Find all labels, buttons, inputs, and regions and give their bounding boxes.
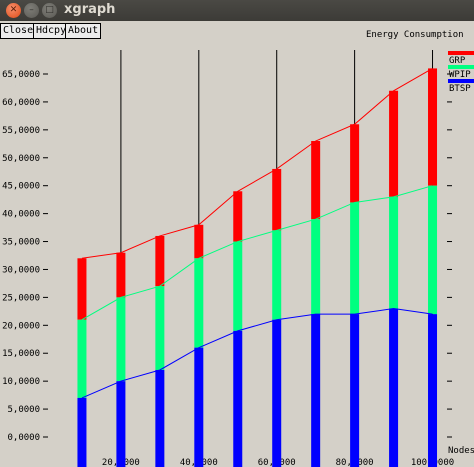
y-tick-label: 45,0000 [2, 182, 40, 192]
graph-canvas: Energy Consumption 20,000040,000060,0000… [0, 40, 474, 467]
legend-label: GRP [449, 56, 466, 66]
wpip-bar [428, 185, 438, 315]
wpip-bar [350, 202, 360, 315]
grp-bar [311, 141, 321, 220]
btsp-bar [233, 330, 243, 467]
btsp-bar [116, 381, 126, 467]
title-bar[interactable]: ✕ – □ xgraph [0, 0, 474, 21]
hdcpy-button[interactable]: Hdcpy [33, 23, 70, 39]
grp-bar [389, 90, 399, 197]
wpip-bar [311, 219, 321, 315]
y-tick-label: 15,0000 [2, 349, 40, 359]
btsp-bar [77, 397, 87, 467]
btsp-bar [194, 347, 204, 467]
grp-bar [350, 124, 360, 203]
y-tick-label: 50,0000 [2, 154, 40, 164]
wpip-bar [77, 319, 87, 398]
chart-title-overlay: Energy Consumption [366, 30, 464, 40]
y-tick-label: 5,0000 [7, 405, 40, 415]
wpip-bar [272, 230, 282, 320]
about-button[interactable]: About [65, 23, 102, 39]
y-tick-label: 35,0000 [2, 238, 40, 248]
x-axis-label: Nodes [448, 446, 474, 456]
btsp-bar [155, 369, 165, 467]
y-tick-label: 30,0000 [2, 265, 40, 275]
grp-bar [233, 191, 243, 242]
y-tick-label: 55,0000 [2, 126, 40, 136]
grp-bar [116, 252, 126, 298]
window-title: xgraph [64, 2, 116, 17]
wpip-bar [116, 297, 126, 382]
grp-bar [77, 258, 87, 320]
grp-bar [428, 68, 438, 186]
btsp-bar [428, 314, 438, 467]
grp-bar [155, 235, 165, 287]
grp-bar [272, 168, 282, 231]
grp-bar [194, 224, 204, 259]
y-tick-label: 10,0000 [2, 377, 40, 387]
y-tick-label: 40,0000 [2, 210, 40, 220]
y-tick-label: 25,0000 [2, 293, 40, 303]
wpip-bar [389, 196, 399, 309]
legend-label: WPIP [449, 70, 471, 80]
window-close-icon[interactable]: ✕ [6, 3, 21, 18]
y-tick-label: 0,0000 [7, 433, 40, 443]
btsp-bar [389, 308, 399, 467]
wpip-line [81, 185, 433, 321]
legend-label: BTSP [449, 84, 471, 94]
y-tick-label: 20,0000 [2, 321, 40, 331]
window-minimize-icon[interactable]: – [24, 3, 39, 18]
wpip-bar [155, 286, 165, 370]
energy-chart: Energy Consumption 20,000040,000060,0000… [2, 50, 474, 467]
btsp-bar [311, 314, 321, 467]
btsp-bar [272, 319, 282, 467]
close-button[interactable]: Close [0, 23, 37, 39]
wpip-bar [194, 258, 204, 348]
y-tick-label: 65,0000 [2, 70, 40, 80]
window-maximize-icon[interactable]: □ [42, 3, 57, 18]
y-tick-label: 60,0000 [2, 98, 40, 108]
grp-line [81, 67, 433, 259]
wpip-bar [233, 241, 243, 331]
btsp-bar [350, 314, 360, 467]
btsp-line [81, 308, 433, 399]
